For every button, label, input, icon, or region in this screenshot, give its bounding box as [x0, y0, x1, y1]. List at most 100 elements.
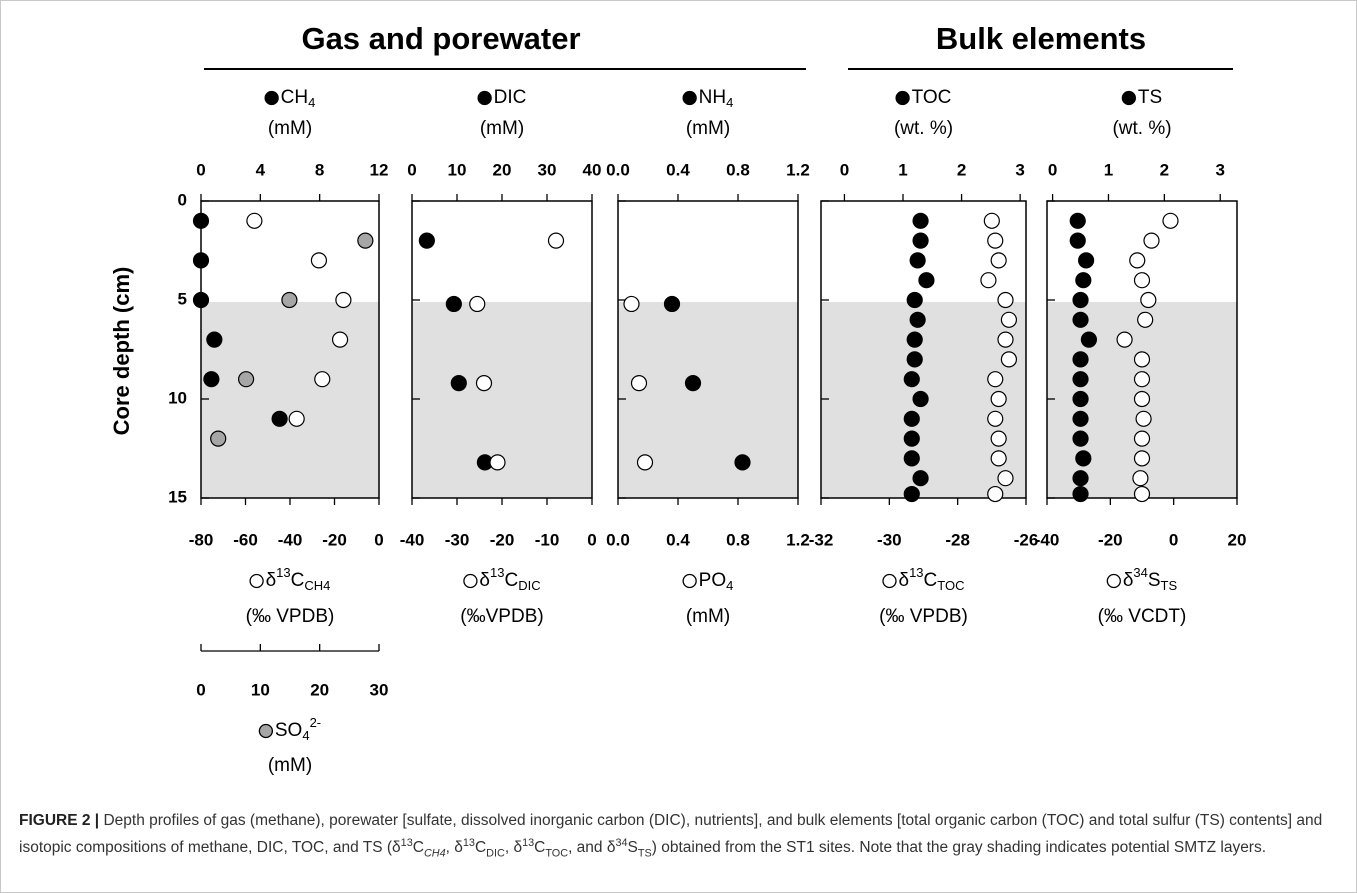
point	[987, 232, 1004, 249]
x-tick-label: -40	[278, 530, 303, 549]
label-part: 4	[726, 578, 733, 593]
point	[210, 430, 227, 447]
point	[192, 291, 210, 309]
shading	[201, 301, 379, 498]
point	[906, 331, 923, 348]
point	[990, 390, 1007, 408]
label-part: 4	[302, 728, 309, 743]
point	[1072, 390, 1089, 408]
series-label: PO4	[699, 570, 734, 593]
point	[1072, 291, 1089, 309]
caption-text: 13	[462, 837, 475, 849]
point	[997, 331, 1014, 348]
label-part: 34	[1133, 565, 1147, 580]
point	[418, 232, 435, 249]
label-part: CH	[281, 87, 308, 108]
x-tick-label: 40	[583, 160, 602, 179]
series-label: δ13CDIC	[479, 565, 540, 593]
point	[990, 430, 1007, 447]
y-tick-label: 15	[168, 487, 187, 506]
label-part: δ	[266, 570, 277, 591]
x-tick-label: 0	[196, 160, 205, 179]
point	[1133, 371, 1151, 388]
point	[237, 371, 255, 388]
x-tick-label: 4	[256, 160, 266, 179]
label-part: CH4	[304, 578, 330, 593]
point	[1069, 232, 1086, 249]
label-part: C	[924, 570, 938, 591]
chart: Gas and porewater Bulk elements Core dep…	[109, 21, 1247, 776]
point	[990, 252, 1007, 269]
x-tick-label: -20	[490, 530, 515, 549]
x-tick-label: 12	[370, 160, 389, 179]
point	[906, 291, 923, 309]
point	[1072, 311, 1089, 328]
series-unit: (wt. %)	[894, 118, 953, 139]
caption: FIGURE 2 | Depth profiles of gas (methan…	[19, 809, 1339, 865]
label-part: 13	[276, 565, 290, 580]
point	[903, 371, 920, 388]
point	[903, 485, 920, 503]
label-part: SO	[275, 720, 302, 741]
point	[547, 232, 565, 249]
label-part: C	[504, 570, 518, 591]
label-part: DIC	[494, 87, 527, 108]
group-title: Gas and porewater	[301, 21, 580, 56]
x-tick-label: 1.2	[786, 530, 810, 549]
point	[663, 295, 681, 313]
point	[912, 232, 929, 249]
label-part: TOC	[912, 87, 952, 108]
x-tick-label: 0	[196, 680, 205, 699]
series-label: TOC	[912, 87, 952, 108]
point	[489, 454, 506, 471]
point	[1072, 410, 1089, 427]
x-tick-label: 20	[310, 680, 329, 699]
x-tick-label: -10	[535, 530, 560, 549]
point	[1072, 430, 1089, 447]
point	[314, 371, 331, 388]
point	[983, 212, 1000, 229]
point	[281, 291, 298, 309]
x-tick-label: 8	[315, 160, 324, 179]
legend-marker	[882, 573, 897, 589]
legend-marker	[264, 90, 279, 106]
legend-marker	[1121, 90, 1137, 106]
caption-text: Depth profiles of gas (methane), porewat…	[19, 812, 1323, 857]
point	[1137, 311, 1154, 328]
label-part: 2-	[310, 715, 322, 730]
label-part: δ	[1123, 570, 1134, 591]
legend-marker	[895, 90, 910, 106]
legend-marker	[682, 90, 697, 106]
series-unit: (‰ VPDB)	[246, 606, 335, 627]
legend-marker	[1106, 573, 1121, 589]
point	[1080, 331, 1098, 348]
series-unit: (mM)	[268, 118, 312, 139]
legend-marker	[682, 573, 697, 589]
series-unit: (mM)	[686, 606, 730, 627]
x-tick-label: -40	[1035, 530, 1060, 549]
point	[918, 272, 935, 289]
series-label: DIC	[494, 87, 527, 108]
point	[1133, 430, 1151, 447]
point	[288, 410, 305, 427]
caption-text: C	[412, 839, 424, 857]
x-tick-label: 0.8	[726, 160, 750, 179]
caption-text: 34	[615, 837, 628, 849]
caption-text: C	[474, 839, 487, 857]
x-tick-label: -32	[809, 530, 834, 549]
label-part: PO	[699, 570, 726, 591]
point	[1075, 272, 1092, 289]
point	[203, 371, 220, 388]
label-part: 4	[726, 95, 733, 110]
point	[1072, 371, 1089, 388]
caption-text: DIC	[486, 847, 505, 860]
point	[630, 375, 648, 392]
caption-text: S	[627, 839, 638, 857]
y-tick-label: 5	[178, 289, 187, 308]
point	[1075, 450, 1092, 467]
x-tick-label: 0	[587, 530, 596, 549]
x-tick-label: -30	[877, 530, 902, 549]
x-tick-label: 10	[448, 160, 467, 179]
x-tick-label: 0	[840, 160, 849, 179]
x-tick-label: 30	[370, 680, 389, 699]
